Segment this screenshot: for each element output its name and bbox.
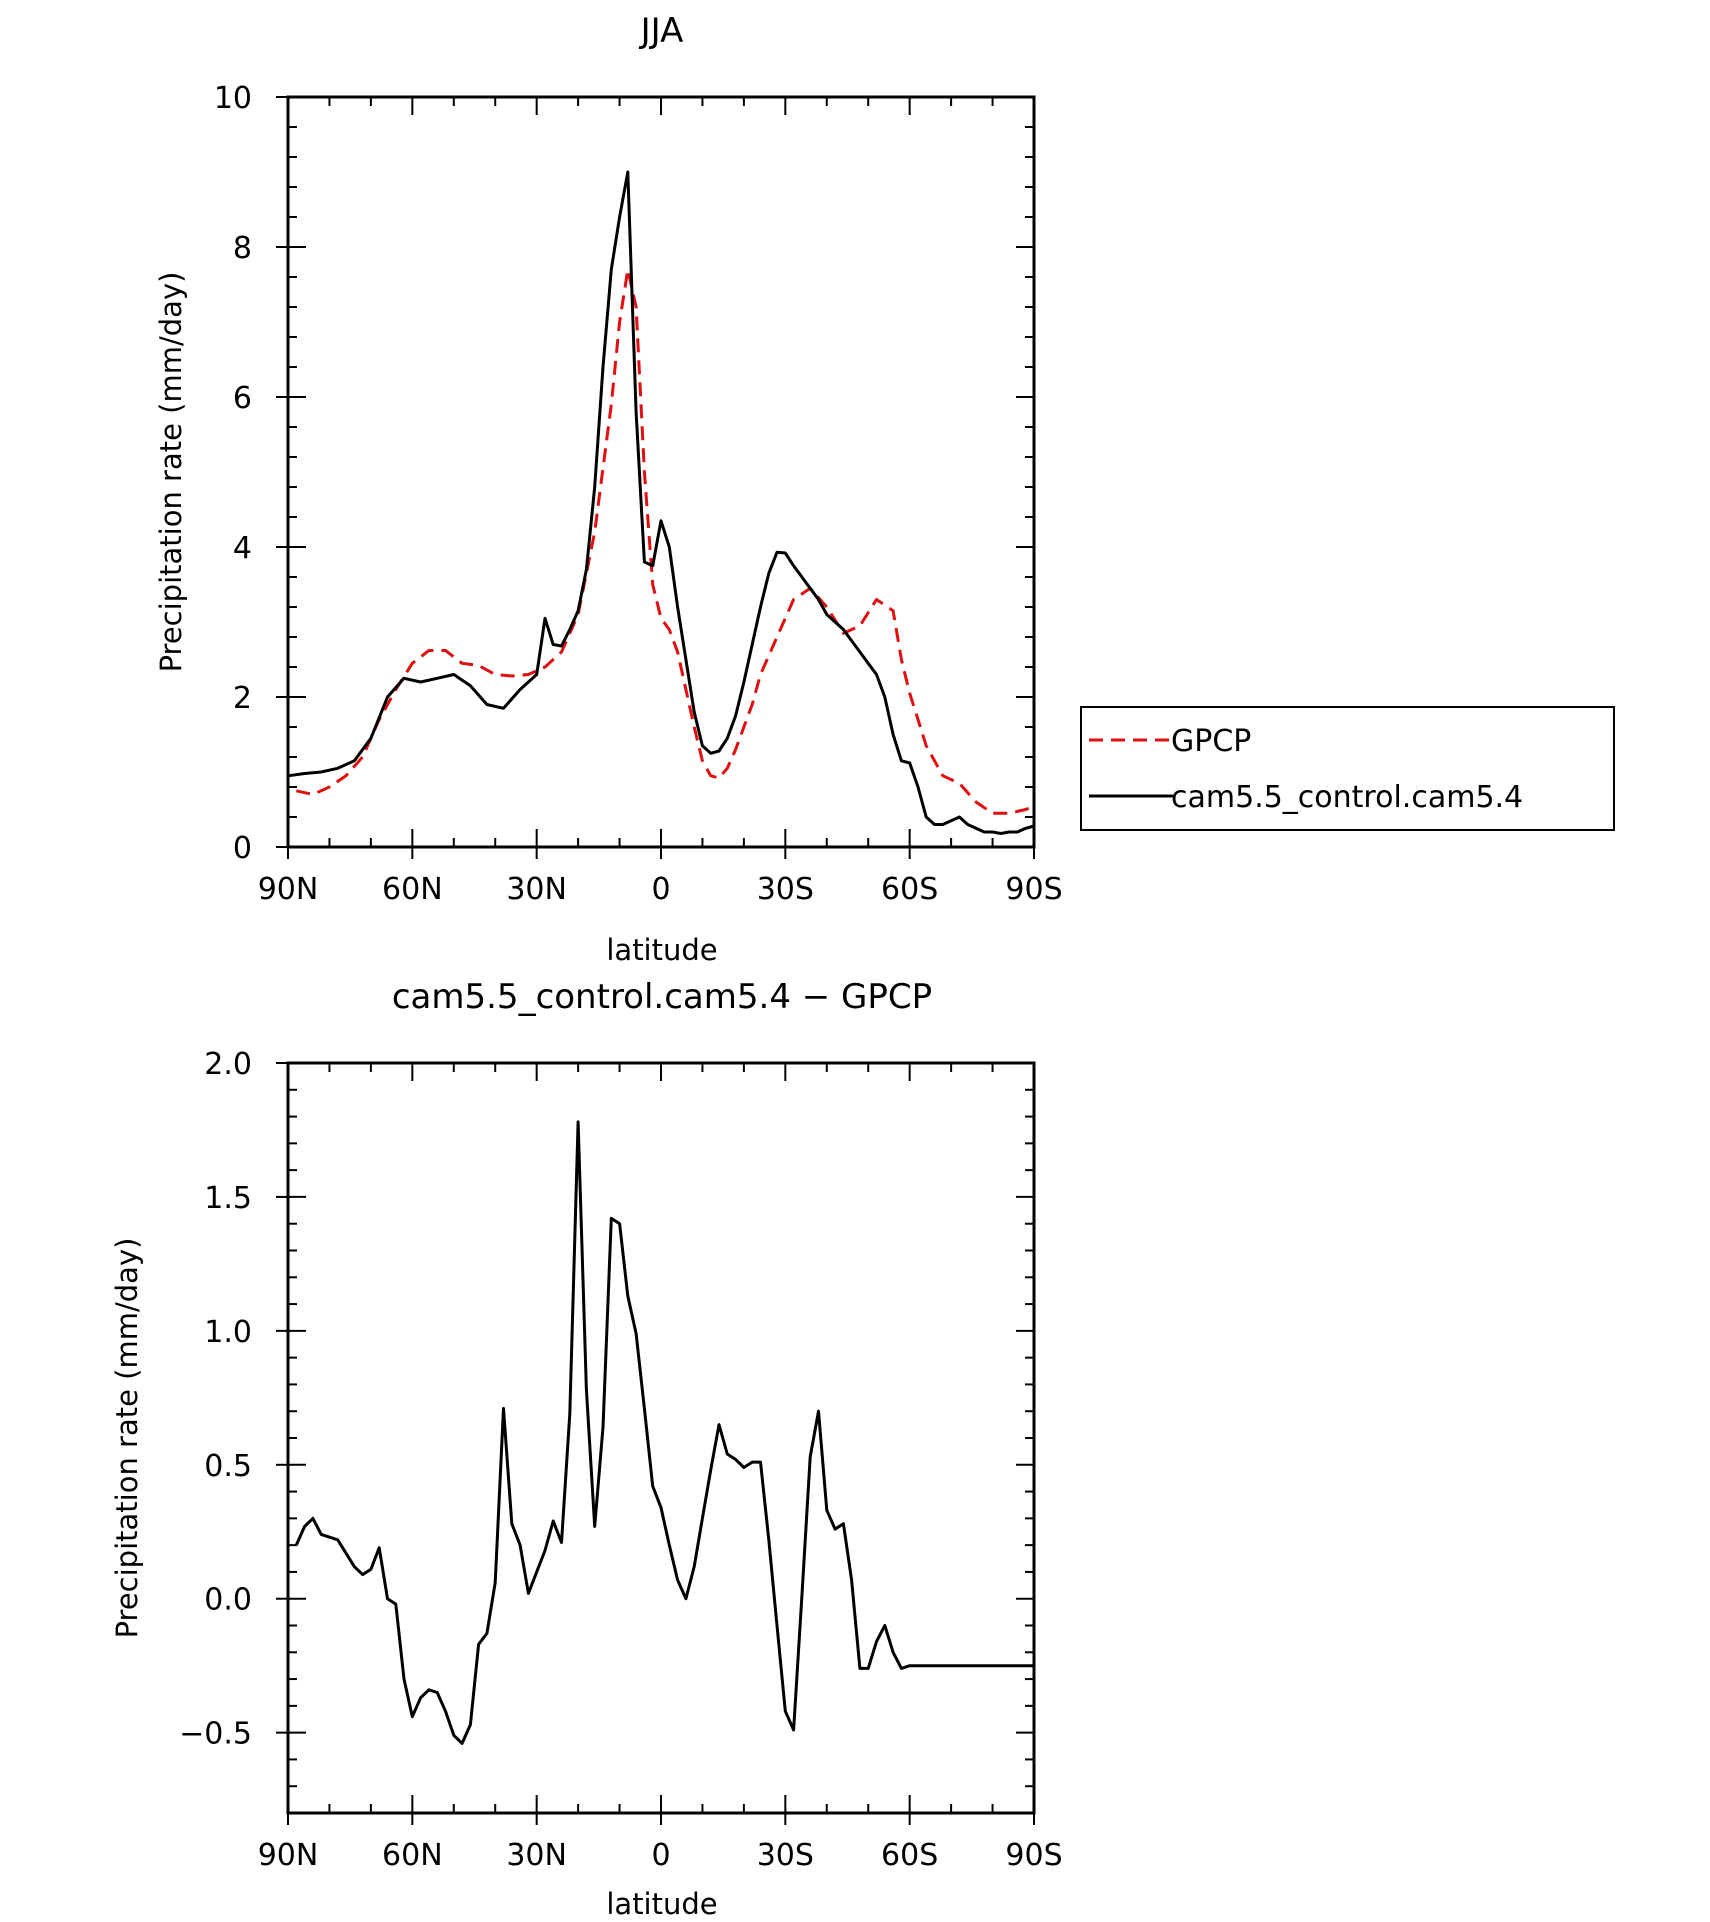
x-axis-label: latitude (606, 933, 717, 967)
series-line-model (287, 170, 1035, 835)
y-tick-label: 0.0 (204, 1583, 252, 1618)
plot-frame (286, 1061, 1036, 1815)
y-tick-label: 0 (233, 831, 252, 866)
series-line-gpcp (295, 268, 1035, 815)
y-tick-label: 4 (233, 531, 252, 566)
y-tick-label: 1.0 (204, 1315, 252, 1350)
chart-title: cam5.5_control.cam5.4 − GPCP (392, 977, 932, 1017)
series-layer (294, 1120, 1034, 1745)
legend-box (1080, 706, 1615, 831)
y-tick-label: 2 (233, 681, 252, 716)
y-tick-label: 1.5 (204, 1181, 252, 1216)
x-tick-label: 90S (1005, 872, 1062, 907)
y-axis-label: Precipitation rate (mm/day) (110, 1238, 144, 1639)
y-tick-label: 2.0 (204, 1047, 252, 1082)
x-tick-label: 60S (881, 1838, 938, 1873)
legend-label-model: cam5.5_control.cam5.4 (1171, 780, 1523, 815)
axis-ticks (276, 96, 1035, 859)
x-tick-label: 30N (506, 1838, 567, 1873)
tick-labels: 90N 60N 30N 0 30S 60S 90S 0 2 4 6 8 10 (214, 81, 1063, 907)
difference-chart: cam5.5_control.cam5.4 − GPCP 90N 60N 30N 0 3… (110, 977, 1063, 1921)
chart-title: JJA (639, 11, 684, 51)
x-tick-label: 90N (258, 1838, 319, 1873)
x-tick-label: 0 (651, 872, 670, 907)
legend: GPCP cam5.5_control.cam5.4 (1080, 706, 1615, 831)
y-tick-label: 0.5 (204, 1449, 252, 1484)
tick-labels: 90N 60N 30N 0 30S 60S 90S −0.5 0.0 0.5 1.0 1.5 2.0 (179, 1047, 1062, 1873)
x-tick-label: 60N (382, 872, 443, 907)
x-tick-label: 30S (757, 872, 814, 907)
series-layer (287, 170, 1035, 835)
y-tick-label: −0.5 (179, 1717, 252, 1752)
x-tick-label: 60S (881, 872, 938, 907)
x-tick-label: 0 (651, 1838, 670, 1873)
x-tick-label: 90N (258, 872, 319, 907)
x-tick-label: 30S (757, 1838, 814, 1873)
x-tick-label: 90S (1005, 1838, 1062, 1873)
x-tick-label: 30N (506, 872, 567, 907)
y-tick-label: 6 (233, 381, 252, 416)
y-tick-label: 8 (233, 231, 252, 266)
y-axis-label: Precipitation rate (mm/day) (154, 272, 188, 673)
x-axis-label: latitude (606, 1887, 717, 1921)
y-tick-label: 10 (214, 81, 252, 116)
axis-ticks (276, 1062, 1035, 1825)
series-line-difference (294, 1120, 1034, 1745)
x-tick-label: 60N (382, 1838, 443, 1873)
plot-frame (286, 95, 1036, 849)
legend-label-gpcp: GPCP (1171, 724, 1251, 759)
